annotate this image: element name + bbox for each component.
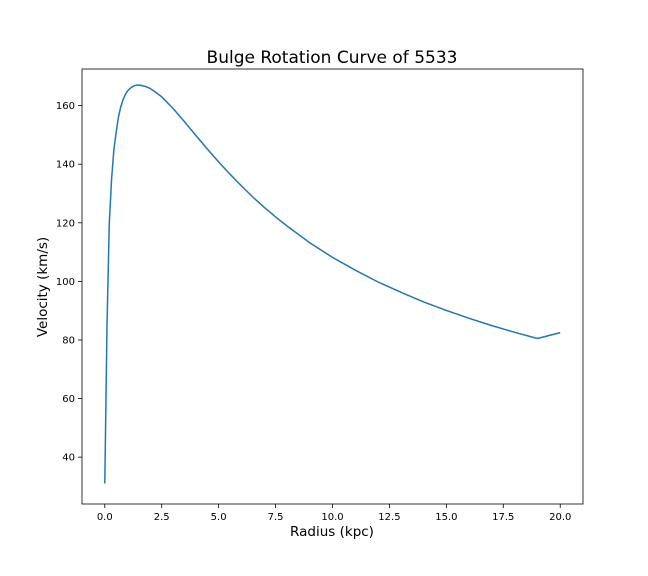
x-tick-label: 2.5 [154,512,170,523]
x-tick-label: 0.0 [97,512,113,523]
x-tick-label: 7.5 [268,512,284,523]
y-tick-label: 140 [56,160,75,171]
x-tick-label: 12.5 [378,512,400,523]
y-tick-label: 120 [56,218,75,229]
y-tick-label: 60 [62,394,75,405]
series-line-0 [104,84,561,484]
y-tick-label: 80 [62,335,75,346]
y-axis: 40 60 80 100 120 140 160 [56,101,82,464]
x-tick-label: 20.0 [549,512,571,523]
x-axis: 0.0 2.5 5.0 7.5 10.0 12.5 15.0 17.5 20.0 [97,504,571,523]
y-tick-label: 160 [56,101,75,112]
chart-title: Bulge Rotation Curve of 5533 [207,48,458,68]
x-tick-label: 15.0 [435,512,457,523]
x-axis-label: Radius (kpc) [290,524,374,540]
y-axis-label: Velocity (km/s) [35,237,51,337]
x-tick-label: 5.0 [211,512,227,523]
y-tick-label: 40 [62,453,75,464]
y-tick-label: 100 [56,277,75,288]
series-layer [104,84,561,484]
x-tick-label: 10.0 [321,512,343,523]
x-tick-label: 17.5 [492,512,514,523]
